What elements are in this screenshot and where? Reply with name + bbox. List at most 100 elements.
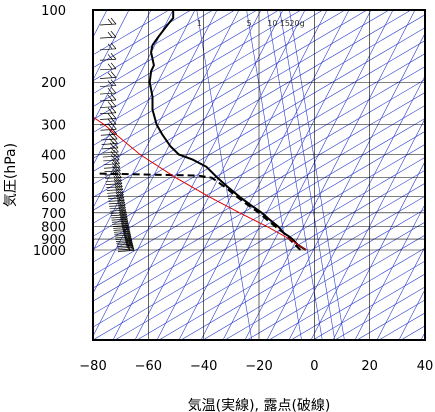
- wind-barb-flag: [114, 187, 120, 193]
- wind-barb-flag: [117, 202, 122, 209]
- wind-barb-staff: [99, 23, 117, 26]
- wind-barb-flag: [122, 215, 129, 222]
- wind-barb-flag: [128, 241, 134, 248]
- mixing-ratio-line: [196, 10, 253, 340]
- wind-barb-flag: [107, 54, 113, 60]
- wind-barb-flag: [107, 94, 113, 101]
- wind-barb: [99, 79, 117, 87]
- wind-barb-staff: [113, 230, 131, 233]
- adiabat-line: [93, 10, 368, 172]
- adiabat-line: [93, 10, 302, 133]
- wind-barb-flag: [118, 209, 124, 215]
- wind-barb-flag: [124, 238, 130, 245]
- wind-barb-flag: [110, 146, 115, 153]
- wind-barb-flag: [116, 174, 122, 181]
- wind-barb-flag: [118, 211, 124, 218]
- y-tick-label: 400: [41, 148, 66, 163]
- wind-barb-staff: [99, 36, 117, 39]
- wind-barb-flag: [113, 145, 119, 153]
- wind-barb-flag: [121, 224, 126, 230]
- wind-barb: [99, 100, 117, 108]
- adiabat-line: [246, 234, 425, 340]
- x-tick-label: −20: [245, 359, 272, 374]
- moist-adiabat-line: [376, 246, 425, 340]
- wind-barb-staff: [105, 183, 123, 185]
- wind-barb-flag: [111, 128, 118, 135]
- adiabat-line: [180, 195, 425, 340]
- wind-barb-staff: [107, 197, 125, 200]
- mixing-ratio-line: [246, 10, 302, 340]
- wind-barb-staff: [99, 77, 117, 79]
- wind-barb: [99, 112, 117, 120]
- wind-barb-flag: [108, 133, 114, 140]
- moist-adiabat-line: [354, 203, 425, 340]
- moist-adiabat-line: [93, 10, 218, 252]
- moist-adiabat-line: [200, 10, 372, 340]
- wind-barb: [117, 244, 135, 252]
- wind-barb-flag: [111, 3, 116, 9]
- wind-barb-flag: [126, 232, 132, 239]
- wind-barb: [106, 180, 123, 188]
- moist-adiabat-line: [310, 118, 425, 340]
- wind-barb-flag: [110, 42, 117, 50]
- wind-barb-flag: [107, 107, 113, 113]
- wind-barb-flag: [115, 192, 121, 198]
- adiabat-line: [312, 273, 425, 340]
- wind-barb-flag: [109, 138, 114, 144]
- mixing-ratio-label: 10: [267, 19, 277, 28]
- wind-barb-flag: [120, 218, 125, 224]
- moist-adiabat-line: [93, 10, 130, 81]
- moist-adiabat-line: [266, 32, 425, 340]
- wind-barb-flag: [125, 242, 130, 248]
- wind-barb: [114, 228, 132, 237]
- y-tick-label: 1000: [33, 244, 66, 259]
- wind-barb-flag: [108, 4, 112, 9]
- adiabat-line: [93, 10, 258, 107]
- wind-barb-flag: [125, 243, 131, 250]
- wind-barb-flag: [107, 118, 113, 125]
- wind-barb-staff: [107, 191, 124, 194]
- wind-barb-flag: [120, 222, 126, 228]
- wind-barb: [113, 225, 131, 233]
- adiabat-line: [93, 10, 346, 159]
- wind-barb-staff: [108, 199, 125, 202]
- wind-barb-flag: [110, 17, 117, 25]
- wind-barb-flag: [110, 86, 117, 94]
- moist-adiabat-line: [93, 10, 240, 295]
- wind-barb-staff: [100, 123, 117, 126]
- wind-barb-flag: [116, 200, 122, 206]
- wind-barb-flag: [118, 207, 123, 213]
- wind-barb: [114, 226, 131, 235]
- wind-barbs: [99, 3, 135, 252]
- wind-barb: [106, 183, 124, 191]
- y-tick-label: 700: [41, 207, 66, 222]
- wind-barb-staff: [114, 234, 131, 237]
- y-tick-label: 600: [41, 191, 66, 206]
- wind-barb-flag: [122, 228, 127, 234]
- wind-barb-flag: [122, 229, 128, 236]
- wind-barb-flag: [125, 230, 132, 238]
- wind-barb-flag: [113, 153, 120, 161]
- adiabat-line: [224, 221, 425, 340]
- wind-barb-flag: [116, 195, 121, 201]
- wind-barb-flag: [118, 188, 124, 196]
- wind-barb-flag: [127, 235, 133, 243]
- adiabat-line: [158, 182, 425, 340]
- plot-frame: [92, 9, 426, 341]
- wind-barb-staff: [106, 186, 123, 188]
- adiabat-line: [93, 10, 214, 82]
- wind-barb: [99, 93, 117, 102]
- wind-barb-flag: [116, 197, 122, 204]
- moist-adiabat-line: [244, 10, 416, 340]
- adiabat-line: [334, 286, 425, 340]
- wind-barb-flag: [114, 181, 119, 187]
- adiabat-line: [93, 118, 425, 315]
- wind-barb-flag: [123, 233, 128, 239]
- x-tick-label: −40: [190, 359, 217, 374]
- wind-barb-flag: [107, 87, 113, 94]
- wind-barb-staff: [105, 180, 122, 182]
- wind-barb-flag: [128, 244, 135, 251]
- wind-barb-flag: [127, 237, 134, 245]
- wind-barb-flag: [124, 225, 131, 232]
